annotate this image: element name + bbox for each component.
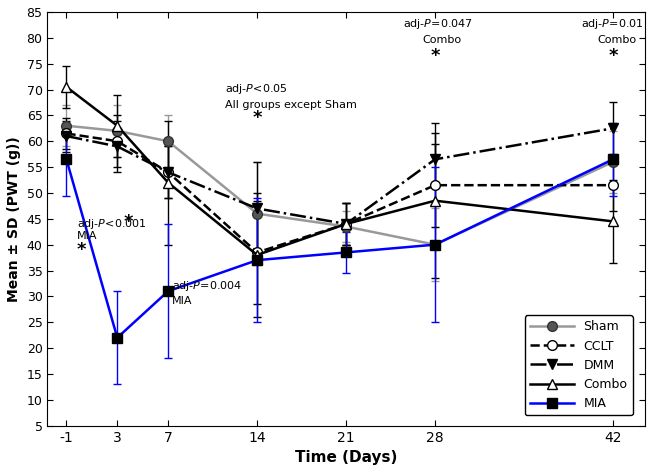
Text: adj-$P$<0.001: adj-$P$<0.001 bbox=[77, 217, 147, 230]
Y-axis label: Mean ± SD (PWT (g)): Mean ± SD (PWT (g)) bbox=[7, 136, 21, 302]
Text: adj-$P$<0.05: adj-$P$<0.05 bbox=[225, 82, 288, 96]
Text: *: * bbox=[252, 109, 262, 127]
Text: *: * bbox=[430, 47, 440, 65]
Text: Combo: Combo bbox=[422, 35, 461, 45]
Text: Combo: Combo bbox=[598, 35, 637, 45]
Legend: Sham, CCLT, DMM, Combo, MIA: Sham, CCLT, DMM, Combo, MIA bbox=[525, 315, 632, 415]
Text: adj-$P$=0.004: adj-$P$=0.004 bbox=[172, 278, 242, 293]
Text: *: * bbox=[77, 241, 86, 259]
Text: adj-$P$=0.047: adj-$P$=0.047 bbox=[403, 17, 473, 32]
Text: *: * bbox=[609, 47, 618, 65]
Text: MIA: MIA bbox=[77, 231, 97, 242]
Text: *: * bbox=[123, 212, 133, 230]
Text: MIA: MIA bbox=[172, 296, 193, 306]
Text: adj-$P$=0.01: adj-$P$=0.01 bbox=[581, 17, 644, 32]
X-axis label: Time (Days): Time (Days) bbox=[295, 450, 397, 465]
Text: All groups except Sham: All groups except Sham bbox=[225, 100, 357, 110]
